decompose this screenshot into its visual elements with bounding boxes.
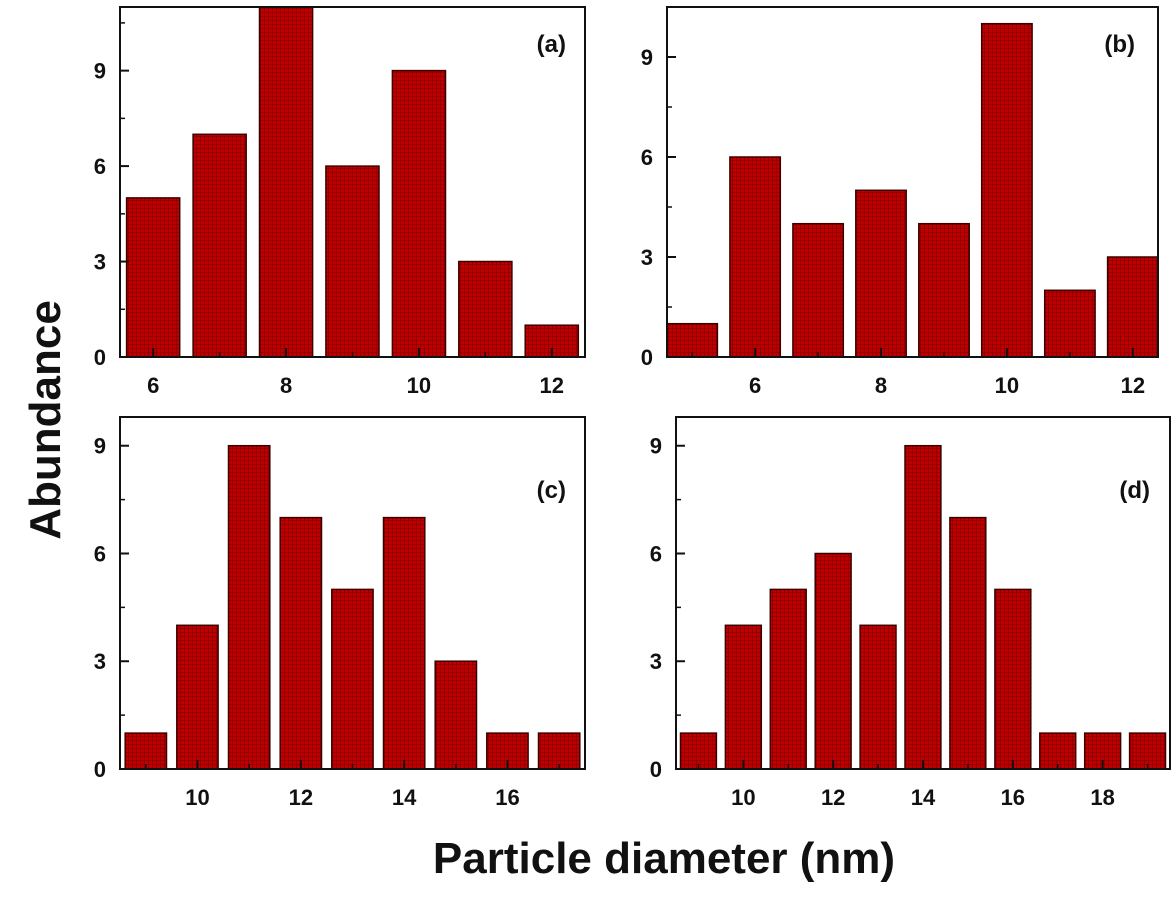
y-tick-label: 0 [94, 757, 106, 782]
x-tick-label: 16 [495, 785, 519, 810]
bar [769, 588, 807, 770]
x-axis-title: Particle diameter (nm) [433, 834, 895, 883]
x-tick-label: 10 [185, 785, 209, 810]
y-tick-label: 3 [94, 250, 106, 275]
bar [1039, 732, 1077, 770]
bar [537, 732, 581, 770]
y-tick-label: 3 [641, 245, 653, 270]
panels: 0 3 6 9 6 8 10 12 (a) 0 3 6 9 6 8 10 12 (b) 0 3 6 9 10 12 14 16 (c… [94, 6, 1171, 810]
bar [382, 516, 426, 770]
panel-c: 0 3 6 9 10 12 14 16 (c) [94, 416, 586, 810]
panel-label: (b) [1104, 31, 1135, 58]
bar [679, 732, 718, 770]
x-tick-label: 12 [821, 785, 845, 810]
bar [176, 624, 219, 770]
y-tick-label: 6 [641, 145, 653, 170]
x-tick-label: 10 [407, 373, 431, 398]
panel-label: (c) [537, 477, 566, 504]
bar [325, 165, 380, 358]
bar [855, 189, 907, 358]
y-tick-label: 3 [94, 649, 106, 674]
y-tick-label: 3 [650, 649, 662, 674]
y-axis-title: Abundance [21, 300, 70, 540]
y-tick-label: 6 [94, 154, 106, 179]
x-tick-label: 8 [875, 373, 887, 398]
y-tick-label: 0 [641, 345, 653, 370]
bar [124, 732, 168, 770]
y-tick-label: 6 [650, 541, 662, 566]
x-tick-label: 14 [911, 785, 936, 810]
panel-a: 0 3 6 9 6 8 10 12 (a) [94, 6, 586, 398]
y-tick-label: 0 [94, 345, 106, 370]
bar [859, 624, 897, 770]
x-tick-label: 8 [280, 373, 292, 398]
bar [258, 6, 314, 358]
panel-d: 0 3 6 9 10 12 14 16 18 (d) [650, 416, 1171, 810]
x-tick-label: 6 [749, 373, 761, 398]
bar [331, 588, 374, 770]
bar [458, 260, 513, 358]
bar [391, 69, 447, 358]
x-tick-label: 12 [540, 373, 564, 398]
y-tick-label: 0 [650, 757, 662, 782]
bar [994, 588, 1032, 770]
bar [1128, 732, 1167, 770]
x-tick-label: 12 [289, 785, 313, 810]
y-tick-label: 9 [650, 434, 662, 459]
y-tick-label: 9 [94, 59, 106, 84]
x-tick-label: 10 [995, 373, 1019, 398]
x-tick-label: 6 [147, 373, 159, 398]
bar [125, 197, 181, 358]
bar [1043, 289, 1096, 358]
y-tick-label: 9 [641, 45, 653, 70]
x-tick-label: 14 [392, 785, 417, 810]
bar [949, 516, 987, 770]
bar [814, 552, 852, 770]
y-tick-label: 6 [94, 541, 106, 566]
bar [792, 222, 845, 358]
bar [227, 444, 271, 770]
bar [279, 516, 323, 770]
x-tick-label: 12 [1121, 373, 1145, 398]
x-tick-label: 18 [1090, 785, 1114, 810]
panel-label: (d) [1119, 477, 1150, 504]
bar [434, 660, 478, 770]
panel-label: (a) [537, 31, 566, 58]
x-tick-label: 10 [731, 785, 755, 810]
bar [918, 222, 970, 358]
bar [904, 444, 942, 770]
bar [729, 156, 782, 358]
x-tick-label: 16 [1001, 785, 1025, 810]
bar [980, 22, 1033, 358]
bar [724, 624, 763, 770]
plot-frame [666, 6, 1159, 358]
bar [192, 133, 247, 358]
panel-b: 0 3 6 9 6 8 10 12 (b) [641, 6, 1159, 398]
bar [1106, 256, 1159, 358]
y-tick-label: 9 [94, 434, 106, 459]
